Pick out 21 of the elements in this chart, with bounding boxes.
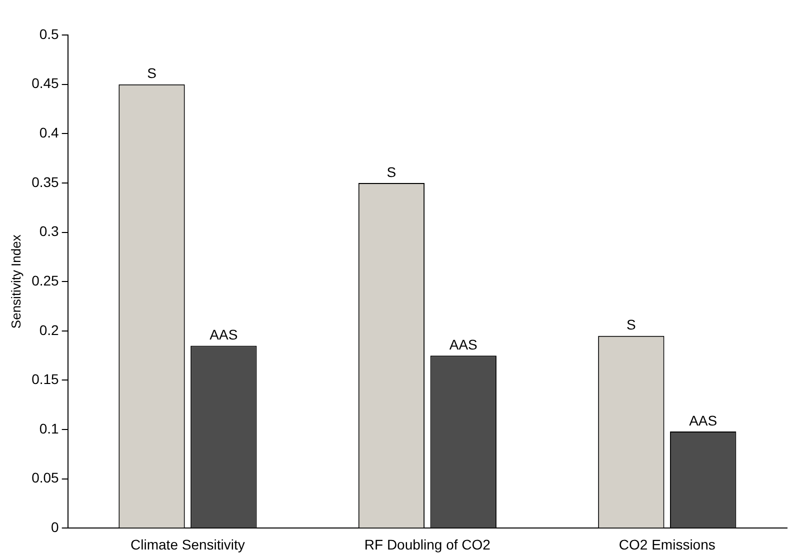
y-axis-title: Sensitivity Index [8,234,24,329]
x-tick-label: RF Doubling of CO2 [364,536,491,552]
y-tick-label: 0.4 [39,124,60,140]
y-tick-label: 0.35 [32,174,60,190]
y-tick-label: 0.1 [39,420,60,436]
y-tick-label: 0.2 [39,322,60,338]
series-label: S [147,65,156,82]
y-tick-label: 0.3 [39,223,60,240]
x-tick-label: CO2 Emissions [618,536,716,552]
y-tick-label: 0.25 [32,272,60,288]
text: S [386,164,396,180]
y-tick-label: 0.15 [32,371,60,388]
text: AAS [449,336,478,352]
x-tick-label: Climate Sensitivity [130,536,245,552]
y-tick-label: 0 [51,519,60,536]
y-tick-label: 0.05 [32,470,60,486]
y-tick-label: 0.45 [32,75,60,92]
text: AAS [689,412,718,428]
y-tick-label: 0.5 [39,26,60,42]
series-label: AAS [210,326,238,343]
text: S [626,316,636,333]
